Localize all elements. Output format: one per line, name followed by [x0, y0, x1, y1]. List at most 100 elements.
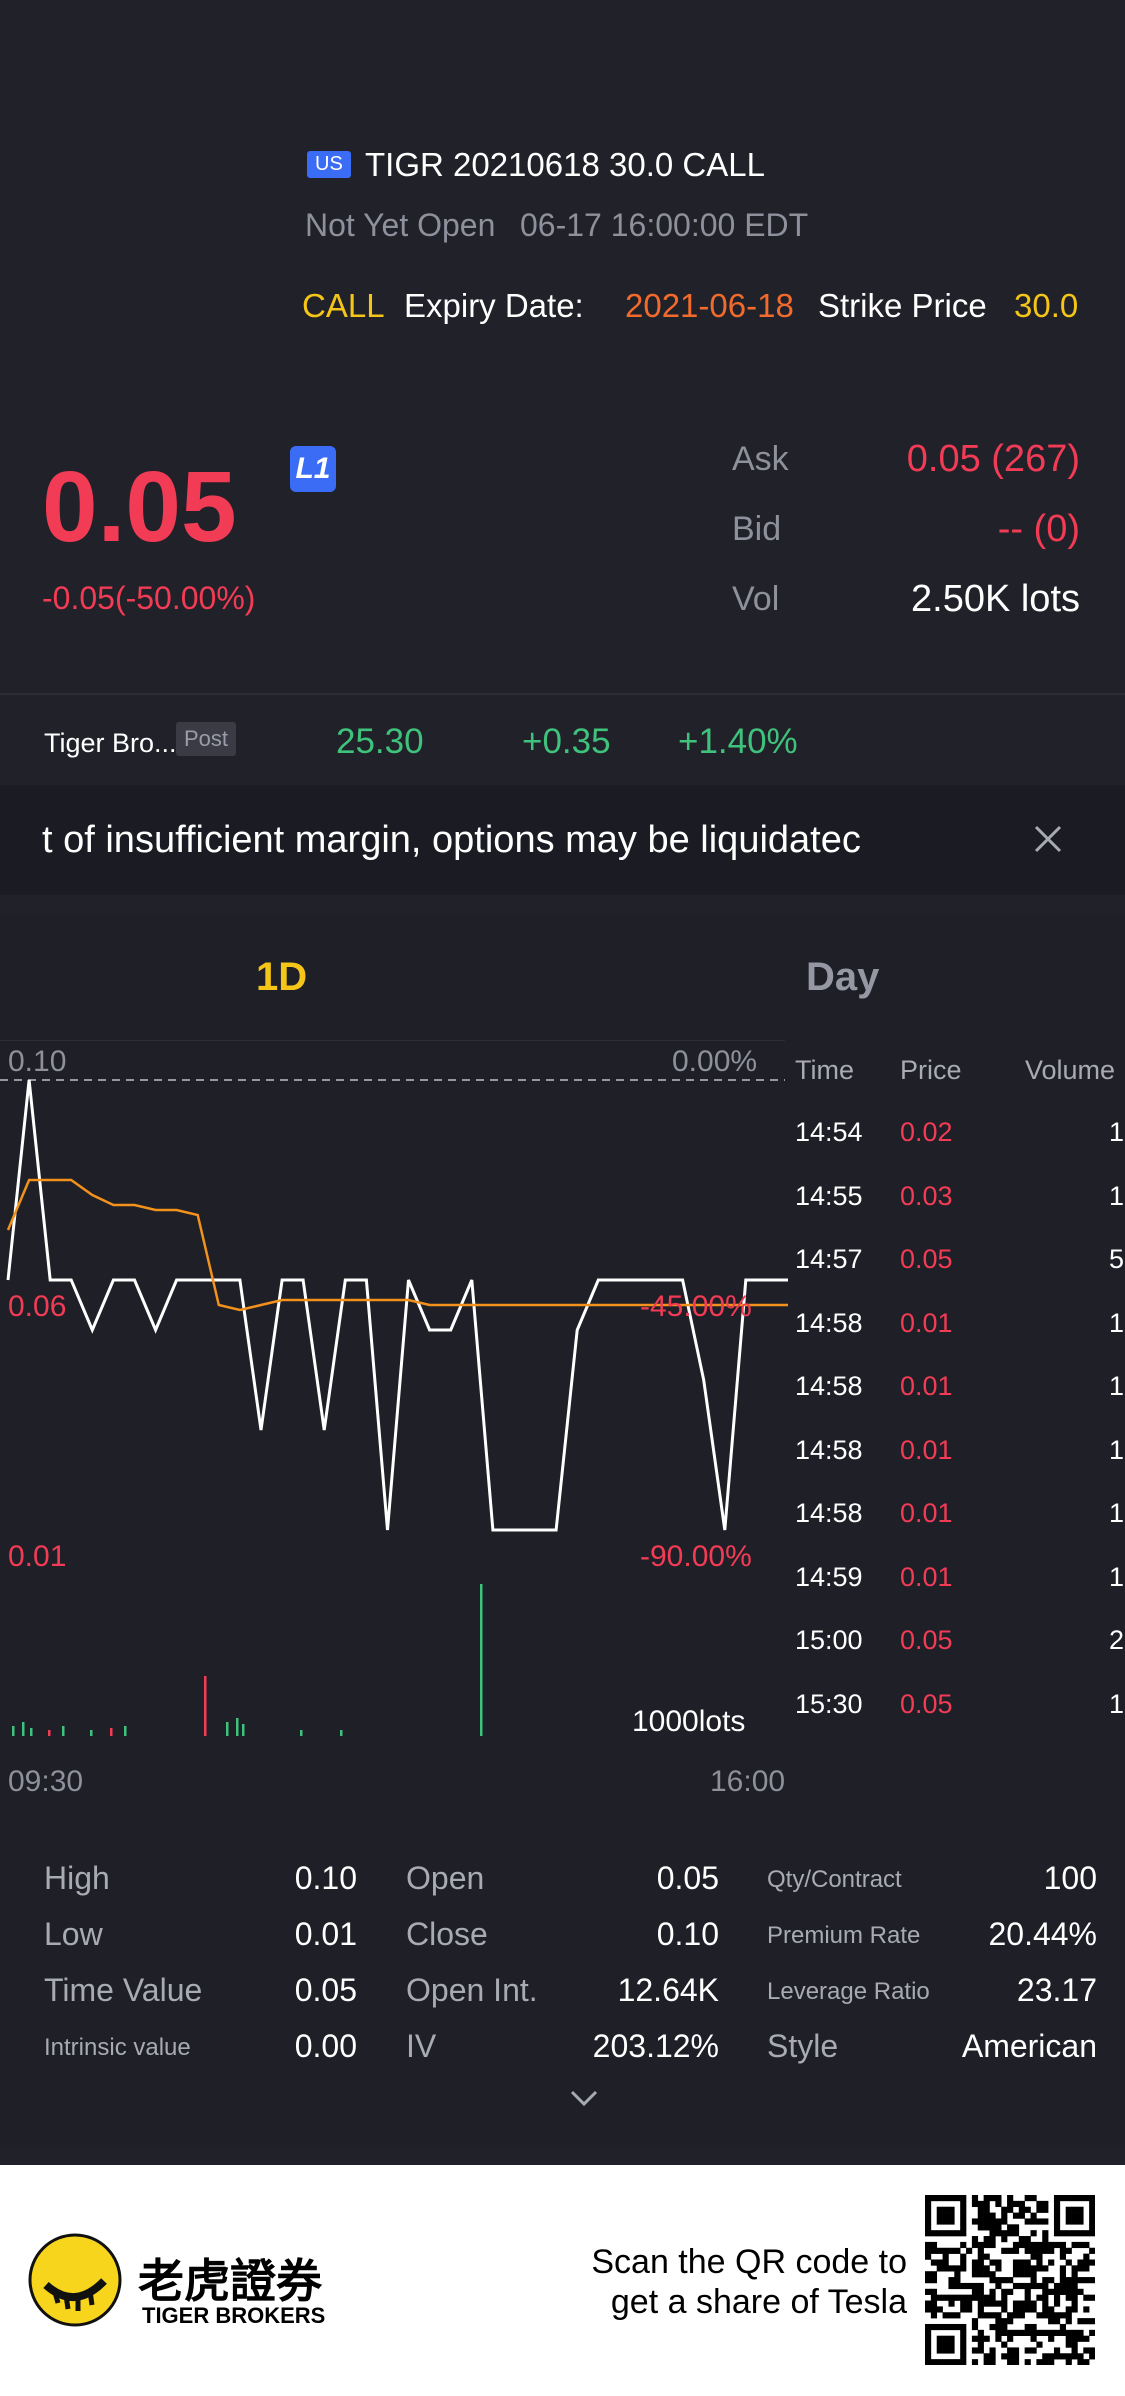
qr-module	[1065, 2230, 1072, 2237]
qr-module	[1089, 2347, 1095, 2354]
qr-module	[960, 2306, 967, 2313]
qr-module	[1071, 2277, 1078, 2284]
stat-label: Qty/Contract	[767, 1866, 902, 1893]
qr-module	[1024, 2195, 1031, 2202]
qr-module	[936, 2347, 943, 2354]
qr-module	[948, 2212, 955, 2219]
qr-module	[1071, 2206, 1078, 2213]
trade-row: 14:58 0.01 1	[795, 1371, 1125, 1411]
trade-time: 14:55	[795, 1180, 863, 1211]
volume-bar	[226, 1722, 229, 1736]
trade-price: 0.01	[900, 1307, 953, 1338]
qr-module	[1018, 2282, 1025, 2290]
qr-module	[948, 2335, 955, 2342]
y-mid-label: 0.06	[8, 1290, 67, 1323]
qr-module	[989, 2236, 996, 2243]
qr-module	[971, 2335, 979, 2342]
qr-module	[989, 2288, 996, 2295]
qr-module	[1053, 2288, 1061, 2295]
qr-module	[989, 2195, 996, 2202]
qr-module	[977, 2206, 984, 2213]
qr-module	[948, 2265, 955, 2272]
qr-module	[1059, 2241, 1066, 2249]
qr-module	[960, 2300, 967, 2307]
qr-module	[1077, 2335, 1084, 2342]
qr-module	[977, 2288, 984, 2295]
qr-module	[977, 2341, 984, 2348]
qr-module	[983, 2206, 990, 2213]
qr-module	[1007, 2329, 1014, 2336]
qr-module	[1065, 2282, 1072, 2290]
qr-module	[936, 2230, 943, 2237]
trades-list[interactable]: Time Price Volume 14:54 0.02 1 14:55 0.03 1 14…	[795, 1055, 1125, 1755]
y-bot-label: 0.01	[8, 1540, 67, 1573]
qr-module	[1012, 2241, 1020, 2249]
qr-module	[995, 2300, 1002, 2307]
qr-module	[960, 2224, 967, 2231]
qr-module	[1018, 2206, 1025, 2213]
trade-row: 14:58 0.01 1	[795, 1308, 1125, 1348]
qr-module	[1065, 2341, 1072, 2348]
qr-module	[960, 2359, 967, 2365]
intraday-chart[interactable]	[0, 1040, 795, 1740]
qr-module	[1071, 2335, 1078, 2342]
qr-module	[960, 2329, 967, 2336]
qr-module	[1012, 2259, 1020, 2266]
volume-bar	[340, 1730, 343, 1736]
qr-module	[1065, 2288, 1072, 2295]
tab-day[interactable]: Day	[806, 955, 880, 999]
qr-code-icon[interactable]	[925, 2195, 1095, 2365]
average-price-line	[6, 1178, 788, 1312]
qr-module	[1077, 2329, 1084, 2336]
qr-module	[1053, 2212, 1061, 2219]
qr-module	[1012, 2329, 1020, 2336]
qr-module	[1030, 2335, 1037, 2342]
qr-module	[1024, 2359, 1031, 2365]
tab-1d[interactable]: 1D	[256, 955, 308, 999]
qr-module	[1042, 2353, 1049, 2360]
qr-module	[936, 2265, 943, 2272]
qr-module	[1036, 2241, 1043, 2249]
qr-module	[954, 2247, 961, 2254]
stat-label: Open Int.	[406, 1972, 538, 2008]
qr-module	[977, 2247, 984, 2254]
qr-module	[1053, 2206, 1061, 2213]
qr-module	[1018, 2212, 1025, 2219]
qr-module	[1059, 2277, 1066, 2284]
close-icon[interactable]	[1030, 821, 1066, 857]
qr-module	[948, 2218, 955, 2225]
price-change: -0.05(-50.00%)	[42, 580, 256, 616]
strike-value: 30.0	[1014, 287, 1079, 324]
qr-module	[989, 2277, 996, 2284]
qr-module	[971, 2318, 979, 2325]
divider	[0, 693, 1125, 695]
chevron-down-icon[interactable]	[568, 2087, 600, 2109]
qr-module	[936, 2195, 943, 2202]
trade-volume: 1	[1109, 1434, 1125, 1465]
qr-module	[971, 2200, 979, 2208]
bid-value: -- (0)	[997, 508, 1080, 550]
market-badge: US	[307, 151, 351, 178]
qr-module	[1089, 2247, 1095, 2254]
qr-module	[930, 2195, 938, 2202]
qr-module	[942, 2312, 949, 2319]
qr-module	[989, 2353, 996, 2360]
qr-module	[930, 2241, 938, 2249]
underlying-change-pct: +1.40%	[678, 722, 798, 761]
qr-module	[1024, 2247, 1031, 2254]
qr-module	[1012, 2282, 1020, 2290]
qr-module	[1065, 2294, 1072, 2301]
trade-volume: 1	[1109, 1371, 1125, 1401]
tiger-logo-icon	[28, 2233, 122, 2327]
level1-icon[interactable]: L1	[290, 446, 336, 492]
qr-module	[1083, 2265, 1090, 2272]
qr-module	[1065, 2329, 1072, 2336]
qr-module	[925, 2230, 932, 2237]
qr-module	[1024, 2265, 1031, 2272]
underlying-row[interactable]: Tiger Bro... Post 25.30 +0.35 +1.40%	[0, 700, 1125, 782]
stat-label: High	[44, 1860, 110, 1896]
qr-module	[1077, 2241, 1084, 2249]
qr-module	[930, 2288, 938, 2295]
qr-module	[1018, 2236, 1025, 2243]
qr-module	[1001, 2218, 1008, 2225]
